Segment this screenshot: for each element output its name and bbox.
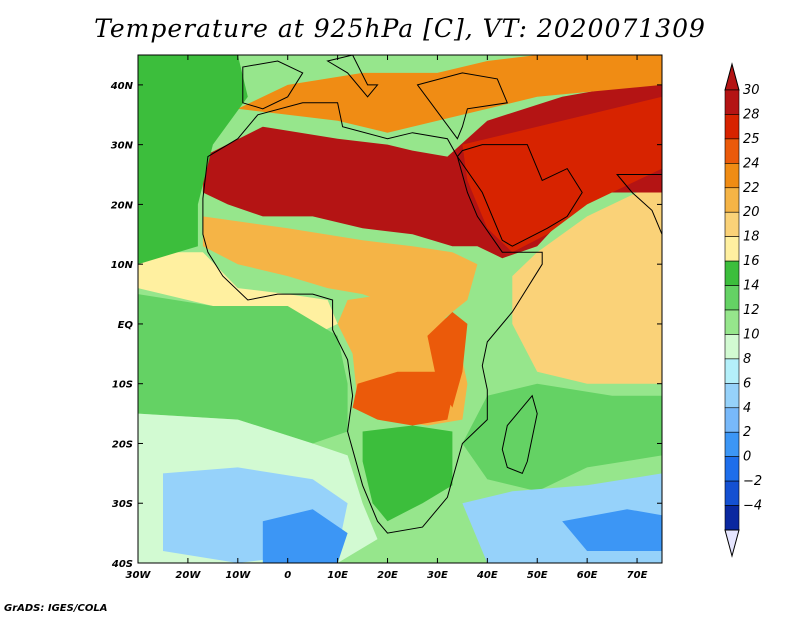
y-tick-label: 20S	[112, 439, 133, 450]
colorbar-segment	[724, 163, 740, 189]
coastline-madagascar	[501, 394, 538, 475]
x-tick-label: 40E	[476, 570, 498, 581]
coastlines	[202, 55, 662, 534]
colorbar-label: 28	[743, 107, 760, 122]
y-tick-label: 40S	[111, 559, 133, 570]
region-indian-ocean	[462, 383, 662, 492]
x-tick-label: 70E	[627, 570, 648, 581]
y-tick-label: 30N	[111, 141, 134, 152]
colorbar-label: −2	[743, 474, 762, 489]
region-arabia-hot	[462, 96, 662, 253]
axis-ticks: 30W 20W 10W 0 10E 20E 30E 40E 50E 60E 70E 40N 30N 20N…	[110, 55, 662, 581]
coastline-africa	[202, 102, 543, 534]
region-mediterranean-warm	[237, 55, 662, 133]
colorbar-top-arrow	[724, 62, 740, 91]
colorbar-label: 25	[743, 132, 760, 147]
x-tick-label: 10W	[225, 570, 251, 581]
temperature-field	[138, 55, 662, 563]
colorbar-segment	[724, 456, 740, 482]
x-tick-label: 50E	[527, 570, 548, 581]
y-tick-label: 40N	[110, 81, 134, 92]
coastline-italy	[326, 55, 379, 98]
x-tick-label: 0	[284, 570, 291, 581]
colorbar-label: 20	[743, 205, 760, 220]
map-frame	[137, 54, 663, 564]
x-tick-label: 10E	[327, 570, 348, 581]
y-tick-label: EQ	[118, 320, 134, 331]
coastline-turkey-levant	[416, 72, 509, 140]
y-tick-label: 10N	[111, 260, 134, 271]
credit-text: GrADS: IGES/COLA	[4, 603, 108, 614]
colorbar-label: −4	[743, 499, 762, 514]
colorbar-segment	[724, 505, 740, 531]
region-south-indian-colder	[562, 509, 662, 551]
colorbar-segment	[724, 187, 740, 213]
colorbar-label: 18	[743, 230, 760, 245]
coastline-iberia	[242, 60, 304, 110]
y-tick-label: 30S	[112, 499, 133, 510]
colorbar-bottom-arrow	[724, 529, 740, 558]
colorbar-segment	[724, 211, 740, 237]
region-atlantic-equatorial	[138, 294, 348, 444]
x-tick-label: 30E	[427, 570, 448, 581]
colorbar-label: 14	[743, 279, 760, 294]
region-east-africa-warm	[427, 312, 468, 408]
colorbar-segment	[724, 285, 740, 311]
region-southern-africa	[362, 425, 453, 522]
region-arabian-sea	[512, 192, 662, 384]
coastline-arabian-peninsula	[456, 144, 583, 247]
colorbar-segment	[724, 334, 740, 360]
x-tick-label: 20W	[175, 570, 201, 581]
colorbar-label: 2	[743, 425, 751, 440]
y-tick-label: 10S	[112, 380, 133, 391]
x-tick-label: 60E	[577, 570, 598, 581]
colorbar-segment	[724, 407, 740, 433]
region-sahel-warm	[202, 216, 478, 324]
colorbar-label: 24	[743, 156, 760, 171]
colorbar-label: 16	[743, 254, 760, 269]
colorbar-label: 30	[743, 83, 760, 98]
colorbar-segment	[724, 480, 740, 506]
colorbar-label: 6	[743, 376, 751, 391]
colorbar-segment	[724, 383, 740, 409]
chart-title: Temperature at 925hPa [C], VT: 202007130…	[94, 14, 706, 43]
colorbar-segment	[724, 358, 740, 384]
colorbar-segment	[724, 114, 740, 140]
colorbar-label: 22	[743, 181, 760, 196]
colorbar-label: 4	[743, 401, 751, 416]
colorbar-segment	[724, 431, 740, 457]
y-tick-label: 20N	[111, 200, 134, 211]
colorbar-segment	[724, 260, 740, 286]
region-south-atlantic-colder	[262, 509, 348, 563]
colorbar-label: 12	[743, 303, 760, 318]
x-tick-label: 20E	[377, 570, 398, 581]
region-angola-hot	[352, 371, 453, 426]
colorbar-label: 10	[743, 327, 760, 342]
colorbar-segment	[724, 89, 740, 115]
region-atlantic-north	[138, 55, 248, 265]
colorbar-label: 0	[743, 450, 751, 465]
colorbar-label: 8	[743, 352, 751, 367]
coastline-india-west	[616, 174, 662, 235]
colorbar-segment	[724, 236, 740, 262]
colorbar-segment	[724, 138, 740, 164]
colorbar-segment	[724, 309, 740, 335]
x-tick-label: 30W	[126, 570, 152, 581]
